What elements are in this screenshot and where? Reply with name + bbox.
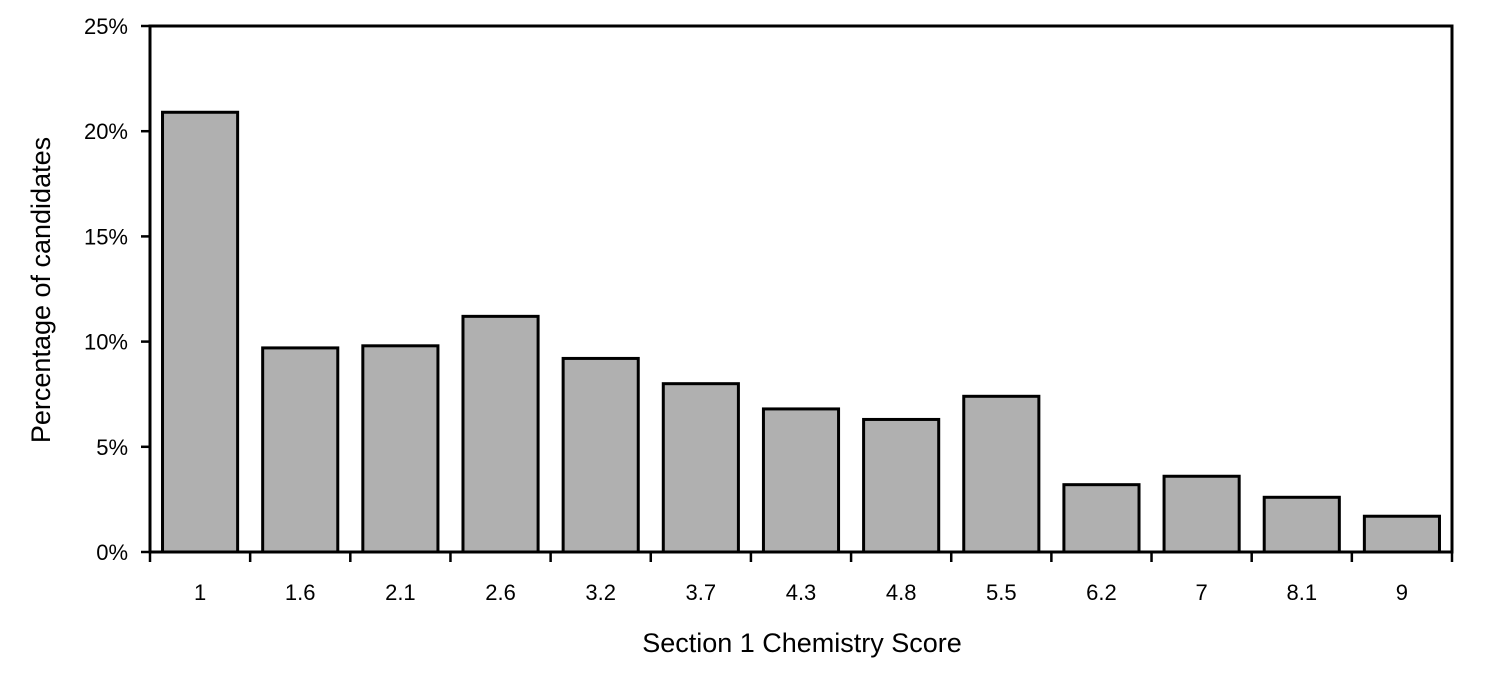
y-axis-title: Percentage of candidates xyxy=(26,137,56,443)
plot-area: 0% 5% 10% 15% 20% 25% 1 1.6 2.1 2.6 3.2 3.7 4.3 4.8 5.… xyxy=(84,14,1454,605)
x-axis-title: Section 1 Chemistry Score xyxy=(642,628,962,658)
bar-3.7 xyxy=(661,382,740,554)
x-tick-label: 9 xyxy=(1396,580,1408,605)
x-tick-label: 2.6 xyxy=(485,580,516,605)
y-tick-label: 15% xyxy=(84,224,128,249)
bar-7 xyxy=(1162,474,1241,554)
x-tick-label: 7 xyxy=(1195,580,1207,605)
y-tick-label: 10% xyxy=(84,330,128,355)
bar-1.6 xyxy=(261,346,340,554)
bar-3.2 xyxy=(561,356,640,554)
x-tick-label: 6.2 xyxy=(1086,580,1117,605)
bar-2.6 xyxy=(461,314,540,554)
bar-4.8 xyxy=(862,417,941,554)
x-tick-label: 1 xyxy=(194,580,206,605)
x-tick-label: 5.5 xyxy=(986,580,1017,605)
x-tick-label: 3.2 xyxy=(585,580,616,605)
x-tick-label: 4.3 xyxy=(786,580,817,605)
y-tick-label: 25% xyxy=(84,14,128,39)
bar-5.5 xyxy=(962,394,1041,554)
x-tick-label: 2.1 xyxy=(385,580,416,605)
bar-8.1 xyxy=(1262,495,1341,554)
bar-1 xyxy=(161,110,240,554)
x-tick-label: 4.8 xyxy=(886,580,917,605)
x-tick-label: 8.1 xyxy=(1286,580,1317,605)
bar-4.3 xyxy=(761,407,841,554)
x-tick-label: 3.7 xyxy=(686,580,717,605)
plot-border xyxy=(148,24,1454,554)
y-tick-label: 0% xyxy=(96,540,128,565)
y-tick-label: 5% xyxy=(96,435,128,460)
bar-2.1 xyxy=(361,344,440,554)
bar-9 xyxy=(1362,514,1441,554)
y-tick-label: 20% xyxy=(84,119,128,144)
x-tick-label: 1.6 xyxy=(285,580,316,605)
bar-6.2 xyxy=(1062,483,1141,554)
